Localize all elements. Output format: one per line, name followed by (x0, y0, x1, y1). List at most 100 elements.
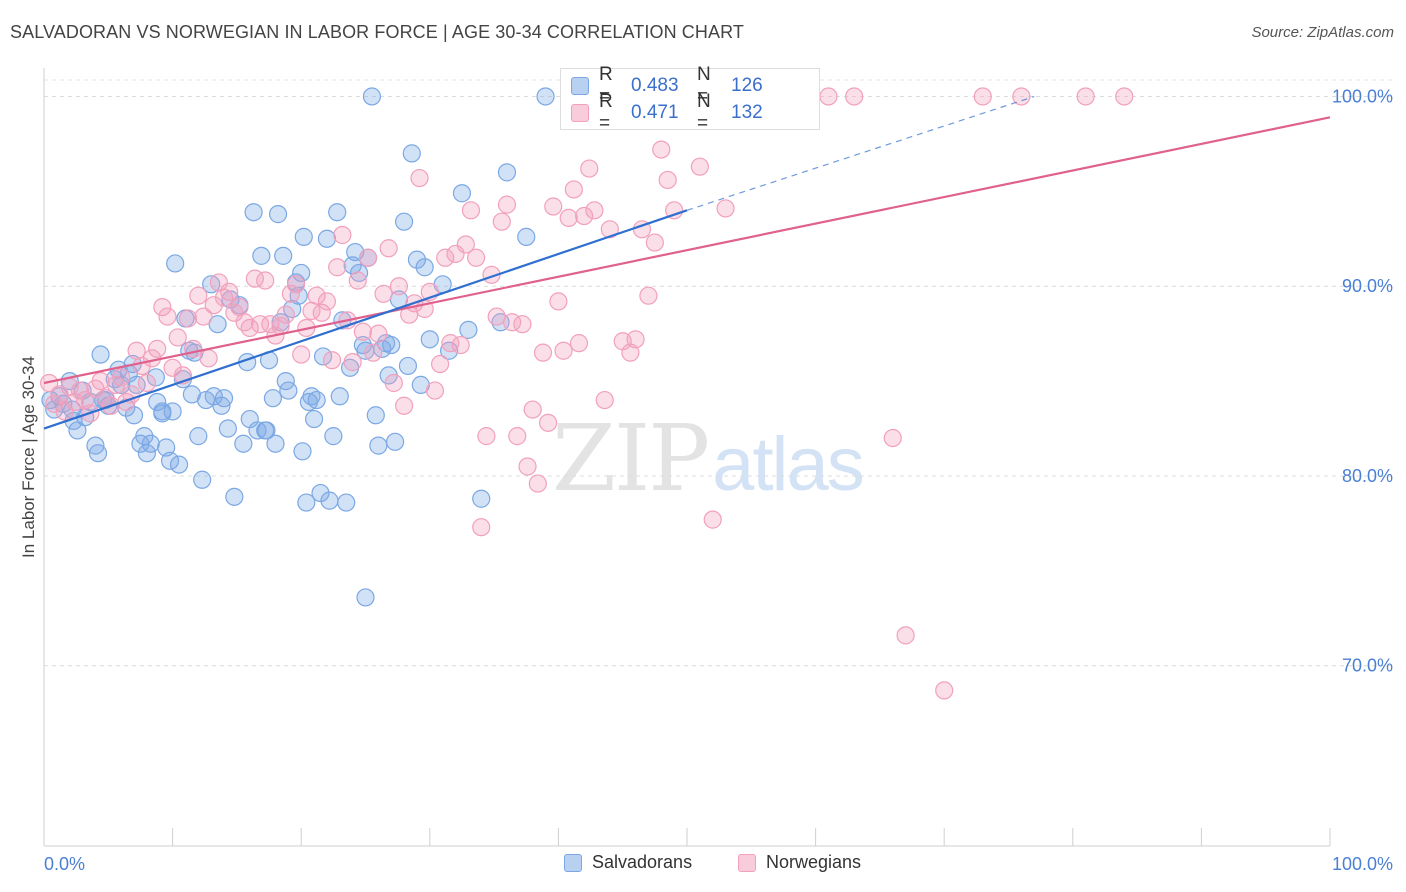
norwegians-point (343, 353, 362, 372)
norwegians-point (554, 341, 573, 360)
salvadorans-point (141, 434, 160, 453)
norwegians-point (436, 248, 455, 267)
norwegians-point (626, 330, 645, 349)
norwegians-point (379, 239, 398, 258)
norwegians-point (716, 199, 735, 218)
salvadorans-point (257, 421, 276, 440)
norwegians-point (523, 400, 542, 419)
norwegians-point (168, 328, 187, 347)
norwegians-point (652, 140, 671, 159)
salvadorans-point (362, 87, 382, 106)
norwegians-point (575, 206, 594, 226)
norwegians-point (492, 212, 511, 231)
r-value: 0.471 (631, 102, 679, 123)
salvadorans-point (274, 246, 293, 265)
norwegians-point (256, 271, 275, 290)
norwegians-point (600, 220, 619, 239)
norwegians-point (508, 427, 527, 446)
n-value: 132 (731, 102, 763, 123)
norwegians-point (533, 343, 553, 362)
salvadorans-legend-swatch (564, 853, 582, 872)
norwegians-point (539, 413, 558, 432)
norwegians-point (307, 286, 326, 305)
norwegians-point (158, 307, 177, 326)
norwegians-point (549, 292, 568, 311)
norwegians-point (50, 385, 69, 404)
norwegians-point (137, 373, 156, 393)
salvadorans-point (88, 444, 108, 463)
norwegians-point (456, 235, 475, 254)
y-axis-label: In Labor Force | Age 30-34 (19, 356, 38, 558)
norwegians-point (148, 339, 167, 358)
salvadorans-point (517, 227, 536, 246)
n-label: N = (697, 64, 711, 107)
norwegians-point (204, 296, 223, 315)
norwegians-point (276, 305, 295, 324)
salvadorans-point (472, 489, 491, 508)
salvadorans-point (214, 389, 234, 408)
salvadorans-point (330, 387, 349, 406)
salvadorans-point (317, 229, 337, 248)
norwegians-point (364, 343, 383, 362)
axes (43, 68, 1331, 847)
norwegians-point (497, 195, 517, 214)
stats-legend-row-norwegians: R = 0.471 N = 132 (571, 91, 763, 134)
salvadorans-point (244, 203, 263, 222)
norwegians-point (127, 341, 146, 360)
salvadorans-point (182, 385, 201, 404)
norwegians-point (358, 248, 378, 267)
salvadorans-point (166, 254, 185, 273)
salvadorans-point (307, 390, 326, 410)
salvadorans-point (294, 227, 313, 246)
norwegians-point (348, 271, 367, 290)
salvadorans-point (297, 493, 316, 512)
salvadorans-point (234, 434, 253, 453)
salvadorans-point (266, 434, 285, 453)
salvadorans-point (382, 335, 401, 355)
norwegians-point (595, 390, 614, 410)
norwegians-point (528, 474, 547, 493)
grid-lines (44, 79, 1396, 667)
salvadorans-point (394, 212, 414, 231)
salvadorans-point (459, 320, 478, 339)
legend-label-norwegians: Norwegians (766, 852, 862, 872)
norwegians-point (487, 307, 506, 326)
norwegians-point (369, 324, 388, 343)
norwegians-point (518, 457, 537, 476)
norwegians-point (645, 233, 664, 252)
salvadorans-trend-extension (686, 95, 1035, 211)
norwegians-point (544, 197, 563, 216)
norwegians-point (184, 339, 203, 358)
norwegians-point (389, 277, 409, 296)
norwegians-point (163, 358, 182, 377)
y-tick-label: 90.0% (1342, 276, 1393, 296)
salvadorans-point (153, 402, 172, 421)
norwegians-point (896, 626, 915, 645)
series-legend: Salvadorans Norwegians (0, 852, 1406, 878)
salvadorans-point (225, 487, 244, 506)
salvadorans-point (304, 409, 324, 429)
norwegians-point (374, 284, 393, 303)
norwegians-point (973, 87, 992, 106)
salvadorans-point (313, 347, 333, 366)
salvadorans-point (337, 493, 356, 512)
salvadorans-point (536, 87, 555, 106)
norwegians-point (199, 349, 218, 368)
norwegians-point (477, 427, 496, 446)
norwegians-point (935, 681, 954, 700)
salvadorans-point (279, 381, 298, 400)
salvadorans-points (41, 87, 607, 607)
norwegians-point (703, 510, 722, 529)
norwegians-point (312, 303, 331, 322)
salvadorans-point (293, 442, 312, 461)
salvadorans-point (189, 427, 208, 446)
norwegians-point (569, 334, 589, 353)
norwegians-point (91, 371, 110, 391)
r-value: 0.483 (631, 75, 679, 96)
norwegians-point (461, 201, 481, 220)
stats-legend: R = 0.483 N = 126 R = 0.471 N = 132 (560, 64, 820, 134)
norwegians-point (153, 297, 172, 317)
r-label: R = (599, 64, 613, 107)
norwegians-point (214, 288, 234, 307)
norwegians-point (328, 258, 347, 277)
